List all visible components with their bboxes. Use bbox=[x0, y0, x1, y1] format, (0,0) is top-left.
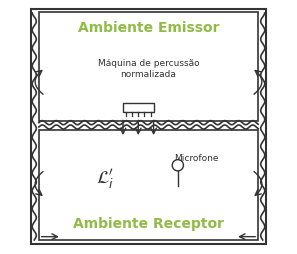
FancyBboxPatch shape bbox=[123, 103, 154, 113]
Text: Ambiente Emissor: Ambiente Emissor bbox=[78, 21, 219, 35]
FancyBboxPatch shape bbox=[39, 131, 258, 240]
FancyBboxPatch shape bbox=[39, 13, 258, 122]
Text: Microfone: Microfone bbox=[174, 153, 219, 162]
Text: Ambiente Receptor: Ambiente Receptor bbox=[73, 217, 224, 230]
Circle shape bbox=[172, 160, 184, 171]
Text: Máquina de percussão
normalizada: Máquina de percussão normalizada bbox=[98, 59, 199, 78]
Text: $\mathcal{L}_i^{\prime}$: $\mathcal{L}_i^{\prime}$ bbox=[96, 167, 114, 191]
FancyBboxPatch shape bbox=[31, 10, 266, 244]
